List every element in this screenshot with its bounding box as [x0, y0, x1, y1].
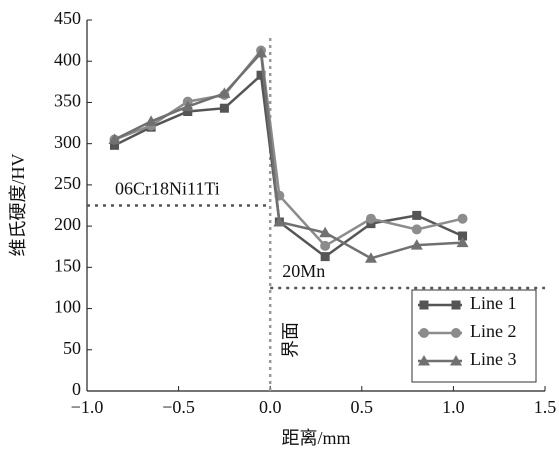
- marker: [419, 328, 429, 338]
- series-line: [113, 50, 463, 260]
- marker: [457, 213, 468, 224]
- marker: [320, 252, 330, 262]
- y-tick-label: 450: [54, 8, 81, 28]
- y-tick-label: 100: [54, 297, 81, 317]
- marker: [181, 100, 194, 112]
- legend-label: Line 1: [470, 293, 517, 313]
- series-line: [113, 72, 464, 259]
- marker: [255, 46, 268, 58]
- marker: [219, 103, 229, 113]
- reference-label: 06Cr18Ni11Ti: [115, 179, 220, 199]
- y-tick-label: 400: [54, 49, 81, 69]
- marker: [410, 239, 423, 250]
- y-tick-label: 250: [54, 173, 81, 193]
- marker: [364, 252, 377, 263]
- marker: [456, 236, 469, 248]
- y-tick-label: 0: [72, 379, 81, 399]
- marker: [108, 133, 121, 145]
- marker: [411, 224, 422, 235]
- marker: [183, 107, 193, 117]
- x-tick-label: 0.0: [259, 397, 282, 417]
- marker: [109, 140, 119, 150]
- y-tick-label: 300: [54, 132, 81, 152]
- marker: [319, 226, 332, 238]
- marker: [412, 210, 422, 220]
- marker: [320, 240, 331, 251]
- interface-label: 界面: [280, 322, 300, 358]
- y-tick-label: 200: [54, 214, 81, 234]
- legend-label: Line 2: [470, 321, 517, 341]
- marker: [365, 213, 376, 224]
- x-tick-label: 1.0: [442, 397, 465, 417]
- legend-label: Line 3: [470, 349, 517, 369]
- marker: [218, 87, 231, 98]
- marker: [450, 355, 462, 366]
- x-tick-label: 0.5: [351, 397, 374, 417]
- marker: [419, 300, 429, 310]
- marker: [273, 215, 286, 227]
- marker: [451, 300, 461, 310]
- reference-label: 20Mn: [282, 261, 325, 281]
- marker: [145, 115, 158, 126]
- y-tick-label: 150: [54, 255, 81, 275]
- x-tick-label: −1.0: [71, 397, 104, 417]
- marker: [256, 70, 266, 80]
- y-axis-label: 维氏硬度/HV: [8, 154, 28, 257]
- y-tick-label: 350: [54, 91, 81, 111]
- x-tick-label: −0.5: [162, 397, 195, 417]
- y-tick-label: 50: [63, 338, 81, 358]
- marker: [418, 355, 430, 366]
- x-tick-label: 1.5: [534, 397, 557, 417]
- marker: [451, 328, 461, 338]
- x-axis-label: 距离/mm: [281, 428, 350, 448]
- marker: [458, 231, 468, 241]
